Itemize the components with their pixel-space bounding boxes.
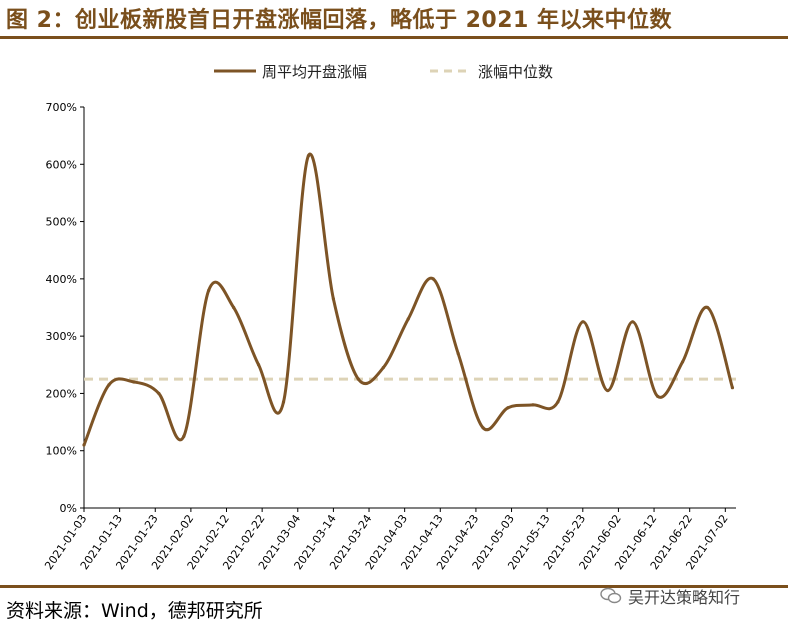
footer-rule: [0, 585, 788, 588]
line-chart: 周平均开盘涨幅 涨幅中位数 0% 100% 200% 300% 400% 500% 600%…: [42, 63, 736, 572]
figure-title: 图 2：创业板新股首日开盘涨幅回落，略低于 2021 年以来中位数: [6, 8, 673, 33]
data-point: [705, 305, 710, 310]
watermark-text: 吴开达策略知行: [628, 588, 741, 607]
data-point: [631, 320, 635, 324]
data-point: [656, 394, 660, 398]
source-note: 资料来源：Wind，德邦研究所: [6, 600, 263, 622]
title-rule: [0, 36, 788, 39]
data-point: [232, 305, 236, 310]
data-point: [381, 366, 385, 370]
data-point: [730, 386, 735, 390]
series-line-weekly: [82, 152, 734, 446]
y-tick-label: 200%: [46, 387, 77, 400]
y-tick-label: 100%: [46, 445, 77, 458]
x-tick-labels: 2021-01-032021-01-132021-01-232021-02-02…: [42, 512, 731, 572]
chart-legend: 周平均开盘涨幅 涨幅中位数: [214, 63, 553, 81]
data-point: [207, 288, 211, 292]
y-tick-label: 600%: [46, 158, 77, 171]
data-point: [256, 363, 261, 367]
data-point: [182, 434, 186, 438]
data-point: [306, 154, 311, 158]
wechat-icon: [600, 587, 622, 604]
data-point: [506, 406, 510, 410]
legend-label-median: 涨幅中位数: [478, 63, 553, 81]
chart-axes: [80, 106, 736, 512]
y-tick-label: 500%: [46, 216, 77, 229]
data-point: [356, 377, 360, 381]
data-point: [680, 360, 685, 364]
data-point: [456, 351, 460, 355]
data-point: [331, 297, 335, 301]
data-point: [406, 317, 410, 321]
data-point: [107, 383, 111, 387]
legend-label-weekly: 周平均开盘涨幅: [262, 63, 367, 81]
y-tick-label: 700%: [46, 101, 77, 114]
data-point: [481, 426, 485, 430]
watermark: 吴开达策略知行: [600, 584, 740, 608]
y-tick-label: 300%: [46, 330, 77, 343]
data-point: [581, 320, 585, 324]
y-tick-label: 0%: [60, 502, 77, 515]
data-point: [531, 403, 535, 407]
data-point: [556, 400, 560, 404]
data-point: [606, 388, 610, 393]
data-point: [431, 277, 435, 281]
data-point: [82, 443, 86, 447]
y-tick-labels: 0% 100% 200% 300% 400% 500% 600% 700%: [46, 101, 77, 515]
data-point: [157, 391, 161, 396]
data-point: [132, 380, 136, 384]
chart-series: [82, 152, 736, 447]
y-tick-label: 400%: [46, 273, 77, 286]
data-point: [281, 400, 286, 404]
